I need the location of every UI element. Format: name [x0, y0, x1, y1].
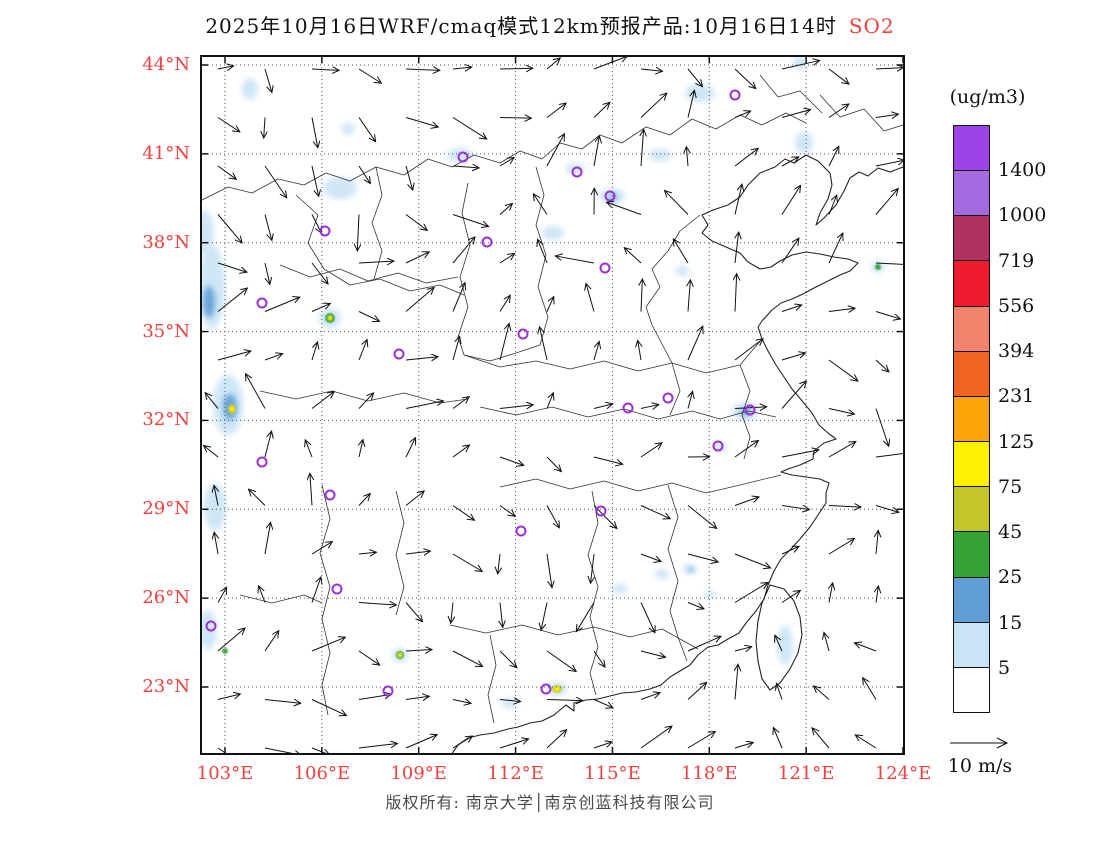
colorbar-segment: [954, 666, 989, 713]
station-marker: [393, 348, 405, 360]
map-canvas: [196, 55, 905, 756]
copyright-footer: 版权所有: 南京大学│南京创蓝科技有限公司: [385, 793, 715, 812]
colorbar-segment: [954, 170, 989, 216]
lon-axis-label: 112°E: [487, 763, 544, 784]
lat-axis-label: 32°N: [142, 409, 190, 431]
colorbar-value-label: 231: [998, 385, 1035, 408]
map-area: [196, 55, 905, 756]
colorbar-value-label: 1000: [998, 204, 1047, 227]
so2-concentration-layer: [196, 56, 885, 708]
colorbar-segment: [954, 486, 989, 532]
title-species: SO2: [848, 14, 895, 38]
lon-axis-label: 121°E: [777, 763, 835, 784]
lat-axis-label: 23°N: [142, 675, 190, 697]
colorbar-value-label: 25: [998, 566, 1023, 589]
station-marker: [599, 262, 611, 274]
colorbar-value-label: 394: [998, 340, 1035, 363]
colorbar: [953, 125, 990, 713]
lat-axis-label: 38°N: [142, 231, 190, 253]
station-marker: [595, 505, 607, 517]
lon-axis-label: 124°E: [874, 763, 932, 784]
wind-vector-layer: [204, 56, 905, 755]
colorbar-segment: [954, 395, 989, 442]
lat-axis-label: 44°N: [142, 54, 190, 75]
legend-unit-label: (ug/m3): [949, 86, 1026, 108]
lon-axis-label: 109°E: [390, 763, 447, 784]
colorbar-segment: [954, 576, 989, 622]
station-marker: [256, 456, 268, 468]
colorbar-value-label: 75: [998, 475, 1023, 498]
wind-scale-arrow-icon: [950, 737, 1009, 749]
page-title: 2025年10月16日WRF/cmaq模式12km预报产品:10月16日14时 S…: [0, 10, 1100, 39]
lon-axis-label: 115°E: [584, 763, 641, 784]
colorbar-segment: [954, 215, 989, 261]
station-marker: [331, 583, 343, 595]
station-marker: [319, 225, 331, 237]
station-marker: [256, 297, 268, 309]
station-marker: [744, 404, 756, 416]
colorbar-segment: [954, 350, 989, 396]
station-marker: [604, 190, 616, 202]
station-marker: [481, 236, 493, 248]
colorbar-value-label: 5: [998, 656, 1011, 679]
title-main: 2025年10月16日WRF/cmaq模式12km预报产品:10月16日14时: [205, 14, 837, 38]
map-frame-border: [200, 55, 905, 755]
colorbar-segment: [954, 126, 989, 171]
province-boundaries: [199, 74, 904, 756]
colorbar-segment: [954, 531, 989, 577]
colorbar-value-label: 125: [998, 430, 1035, 453]
station-marker: [729, 89, 741, 101]
colorbar-segment: [954, 441, 989, 487]
station-marker-layer: [205, 89, 756, 697]
lon-axis-label: 103°E: [196, 763, 254, 784]
station-marker: [324, 489, 336, 501]
lat-axis-label: 35°N: [142, 320, 190, 342]
station-marker: [662, 392, 674, 404]
station-marker: [515, 525, 527, 537]
station-marker: [712, 440, 724, 452]
colorbar-value-label: 556: [998, 294, 1035, 317]
colorbar-segment: [954, 621, 989, 667]
lon-axis-label: 106°E: [293, 763, 351, 784]
station-marker: [517, 328, 529, 340]
colorbar-value-label: 45: [998, 521, 1023, 544]
colorbar-value-label: 1400: [998, 159, 1047, 182]
colorbar-segment: [954, 305, 989, 351]
lat-axis-label: 41°N: [142, 142, 190, 164]
colorbar-segment: [954, 260, 989, 306]
station-marker: [382, 685, 394, 697]
colorbar-value-label: 15: [998, 611, 1023, 634]
wind-scale-label: 10 m/s: [947, 755, 1013, 777]
station-marker: [457, 151, 469, 163]
lat-axis-label: 29°N: [142, 498, 190, 520]
station-marker: [540, 683, 552, 695]
station-marker: [205, 620, 217, 632]
colorbar-value-label: 719: [998, 249, 1035, 272]
lat-axis-label: 26°N: [142, 587, 190, 609]
lon-axis-label: 118°E: [681, 763, 738, 784]
station-marker: [622, 402, 634, 414]
station-marker: [571, 166, 583, 178]
